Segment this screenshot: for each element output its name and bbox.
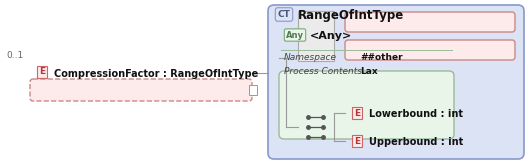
Text: CompressionFactor : RangeOfIntType: CompressionFactor : RangeOfIntType [54, 69, 258, 79]
FancyBboxPatch shape [279, 71, 454, 139]
Text: Upperbound : int: Upperbound : int [369, 137, 463, 147]
FancyBboxPatch shape [345, 40, 515, 60]
Text: Process Contents: Process Contents [284, 67, 362, 75]
Text: E: E [354, 136, 360, 146]
Text: ##other: ##other [360, 52, 403, 61]
FancyBboxPatch shape [30, 79, 252, 101]
Text: Any: Any [286, 30, 304, 39]
Text: Lax: Lax [360, 67, 377, 75]
Text: Namespace: Namespace [284, 52, 337, 61]
Bar [249, 85, 257, 95]
FancyBboxPatch shape [268, 5, 524, 159]
Text: CT: CT [278, 10, 290, 19]
Text: RangeOfIntType: RangeOfIntType [298, 8, 404, 22]
Text: E: E [354, 109, 360, 118]
Text: Lowerbound : int: Lowerbound : int [369, 109, 463, 119]
Text: <Any>: <Any> [310, 31, 352, 41]
Text: 0..1: 0..1 [6, 52, 23, 60]
Text: E: E [39, 67, 45, 76]
FancyBboxPatch shape [345, 12, 515, 32]
Bar [298, 11, 334, 61]
